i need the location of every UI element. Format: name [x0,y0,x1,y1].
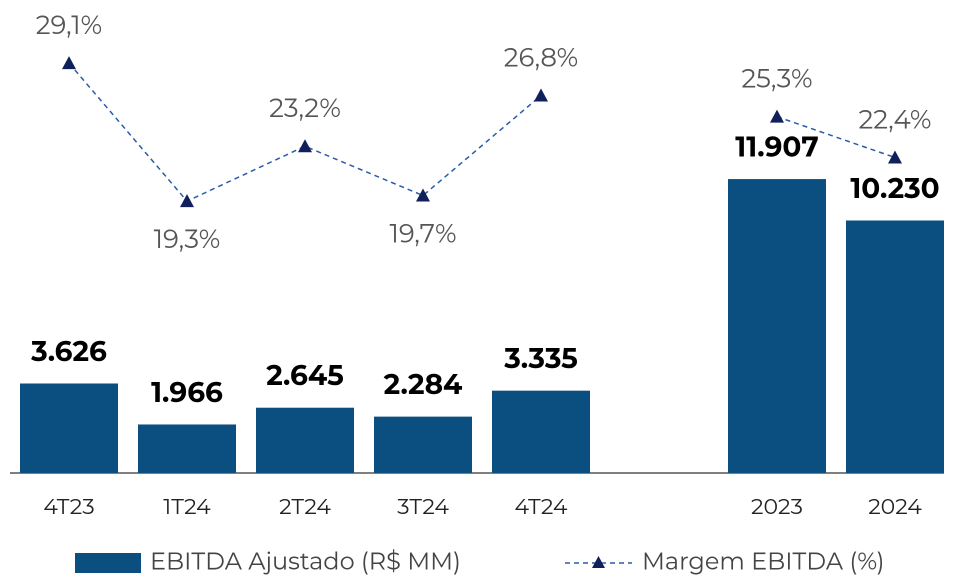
bar-value-label: 10.230 [850,172,939,206]
bar [374,416,472,473]
bar-value-label: 11.907 [735,131,818,165]
x-tick-label: 4T24 [515,493,568,520]
x-tick-label: 1T24 [163,493,211,520]
margin-marker [180,194,194,208]
margin-label: 23,2% [269,92,341,124]
bar [256,407,354,473]
margin-marker [770,109,784,123]
bar [846,220,944,473]
x-tick-label: 2023 [751,493,803,520]
x-tick-label: 3T24 [397,493,449,520]
bar [20,383,118,473]
bar [728,179,826,474]
margin-marker [534,88,548,102]
bar-value-label: 2.284 [384,368,463,402]
margin-label: 22,4% [859,103,932,135]
margin-label: 26,8% [504,41,578,73]
margin-marker [416,188,430,202]
bar-value-label: 1.966 [151,376,223,410]
bar [138,424,236,473]
x-tick-label: 2024 [868,493,922,520]
bar-value-label: 3.626 [30,335,107,369]
bar-value-label: 3.335 [503,342,578,376]
legend-swatch-bar [75,553,141,573]
legend-label: EBITDA Ajustado (R$ MM) [150,547,461,576]
margin-marker [298,139,312,153]
x-tick-label: 4T23 [43,493,94,520]
margin-label: 19,3% [154,223,221,255]
margin-label: 29,1% [36,9,102,41]
legend-label: Margem EBITDA (%) [642,547,885,576]
margin-line [68,62,896,203]
x-tick-label: 2T24 [279,493,331,520]
bar [492,390,590,473]
bar-value-label: 2.645 [266,359,344,393]
legend-marker [592,556,605,568]
margin-label: 19,7% [390,217,457,249]
margin-label: 25,3% [741,63,812,95]
margin-marker [62,56,76,70]
margin-marker [888,150,902,164]
